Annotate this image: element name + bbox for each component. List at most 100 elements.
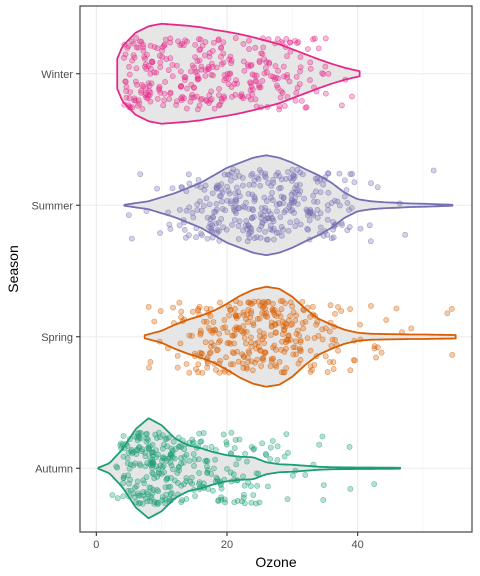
- data-point: [223, 226, 230, 233]
- data-point: [214, 229, 220, 236]
- data-point: [250, 181, 257, 188]
- data-point: [210, 319, 217, 326]
- data-point: [287, 322, 294, 328]
- data-point: [205, 467, 211, 473]
- data-point: [243, 365, 250, 372]
- data-point: [268, 194, 274, 201]
- data-point: [221, 366, 228, 373]
- data-point: [253, 470, 260, 477]
- data-point: [311, 362, 318, 368]
- data-point: [344, 200, 351, 206]
- data-point: [277, 94, 284, 101]
- data-point: [217, 337, 223, 344]
- data-point: [151, 475, 158, 482]
- data-point: [120, 493, 127, 500]
- data-point: [161, 455, 168, 462]
- data-point: [130, 52, 137, 59]
- data-point: [195, 305, 202, 312]
- data-point: [244, 458, 250, 465]
- data-point: [221, 496, 228, 503]
- data-point: [181, 226, 188, 233]
- data-point: [292, 37, 299, 44]
- data-point: [299, 320, 306, 326]
- data-point: [264, 236, 271, 243]
- data-point: [351, 337, 358, 344]
- data-point: [159, 445, 166, 452]
- data-point: [282, 175, 289, 182]
- data-point: [292, 185, 298, 192]
- data-point: [242, 450, 248, 457]
- data-point: [255, 175, 262, 182]
- data-point: [167, 35, 174, 42]
- data-point: [240, 491, 247, 498]
- data-point: [235, 223, 242, 229]
- data-point: [326, 328, 333, 335]
- data-point: [255, 470, 262, 477]
- data-point: [330, 366, 337, 372]
- data-point: [143, 431, 149, 438]
- data-point: [240, 365, 247, 371]
- data-point: [156, 338, 163, 345]
- data-point: [248, 308, 255, 315]
- data-point: [271, 311, 278, 318]
- data-point: [277, 313, 284, 320]
- data-point: [220, 39, 227, 46]
- data-point: [162, 484, 169, 491]
- data-point: [140, 41, 146, 48]
- data-point: [231, 350, 237, 357]
- data-point: [123, 94, 130, 101]
- data-point: [126, 436, 133, 442]
- data-point: [257, 182, 264, 189]
- data-point: [212, 327, 219, 334]
- data-point: [282, 44, 289, 51]
- data-point: [322, 90, 329, 97]
- data-point: [220, 431, 227, 438]
- data-point: [262, 208, 269, 215]
- data-point: [300, 306, 307, 313]
- data-point: [206, 53, 213, 60]
- data-point: [241, 500, 248, 507]
- data-point: [206, 201, 213, 208]
- data-point: [297, 64, 304, 71]
- data-point: [236, 205, 243, 212]
- data-point: [255, 298, 262, 305]
- data-point: [256, 226, 263, 233]
- data-point: [374, 184, 381, 191]
- data-point: [252, 44, 259, 51]
- data-point: [178, 95, 185, 102]
- data-point: [310, 461, 317, 468]
- data-point: [183, 451, 190, 458]
- data-point: [145, 445, 152, 452]
- data-point: [247, 334, 254, 341]
- data-point: [306, 217, 313, 224]
- data-point: [265, 208, 272, 215]
- data-point: [144, 460, 151, 466]
- data-point: [232, 311, 239, 318]
- data-point: [208, 225, 215, 232]
- data-point: [192, 41, 199, 48]
- data-point: [170, 494, 177, 501]
- data-point: [205, 325, 212, 331]
- data-point: [165, 434, 172, 441]
- data-point: [244, 238, 251, 245]
- data-point: [206, 92, 213, 99]
- data-point: [146, 82, 153, 89]
- data-point: [254, 315, 261, 322]
- data-point: [182, 234, 189, 241]
- data-point: [240, 58, 247, 65]
- data-point: [247, 62, 254, 69]
- axes: 0 20 40 Autumn Spring Summer Winter: [31, 69, 363, 551]
- data-point: [263, 59, 270, 66]
- data-point: [218, 181, 225, 187]
- data-point: [371, 343, 378, 350]
- data-point: [135, 444, 142, 451]
- data-point: [192, 54, 199, 60]
- data-point: [200, 483, 207, 490]
- data-point: [324, 202, 331, 209]
- data-point: [196, 430, 203, 437]
- data-point: [130, 462, 137, 469]
- data-point: [198, 207, 205, 214]
- data-point: [399, 329, 405, 336]
- data-point: [299, 298, 306, 305]
- data-point: [207, 312, 214, 319]
